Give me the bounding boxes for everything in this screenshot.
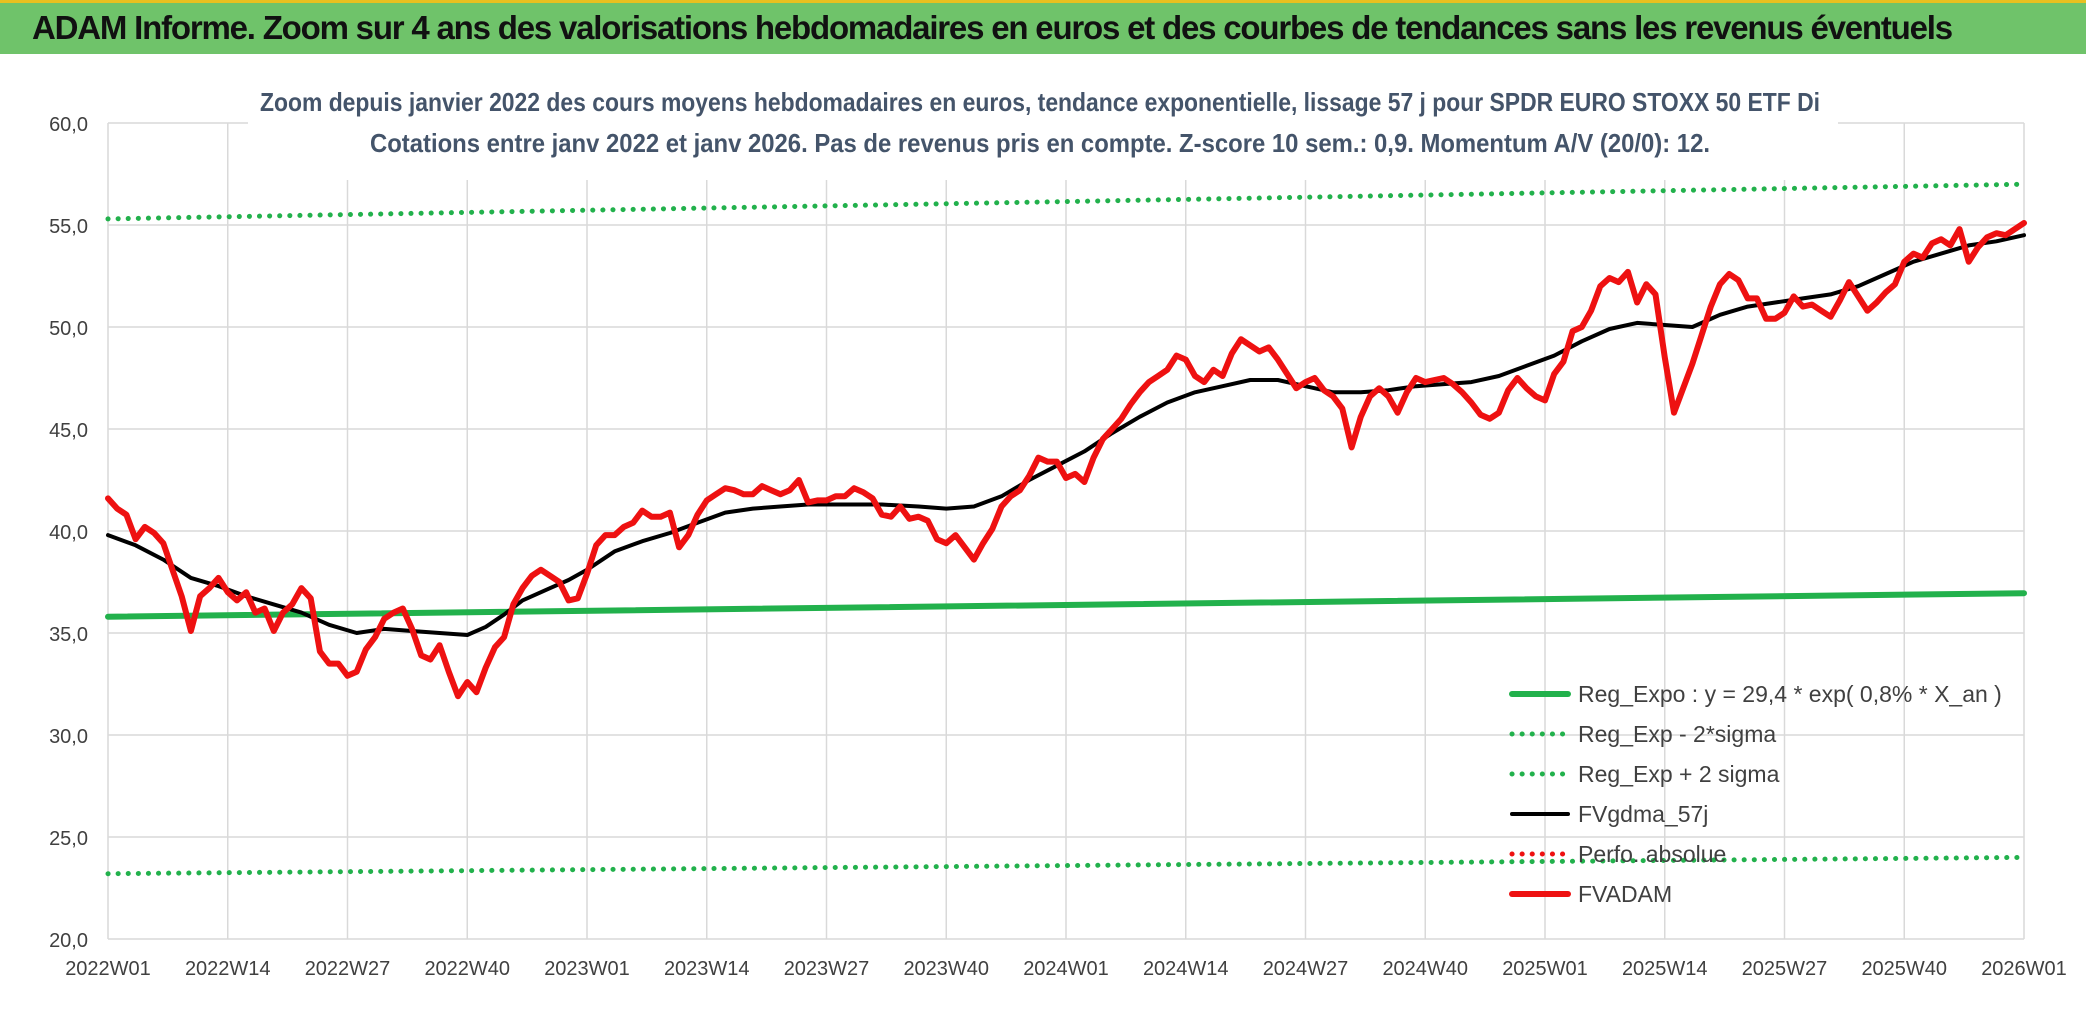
y-tick-label: 45,0: [49, 420, 88, 442]
y-tick-label: 50,0: [49, 318, 88, 340]
x-tick-label: 2022W27: [305, 958, 391, 980]
chart-legend: Reg_Expo : y = 29,4 * exp( 0,8% * X_an )…: [1509, 681, 2002, 907]
y-tick-label: 20,0: [49, 930, 88, 952]
y-tick-label: 55,0: [49, 216, 88, 238]
y-tick-label: 40,0: [49, 522, 88, 544]
x-axis-ticks: 2022W01 2022W14 2022W27 2022W40 2023W01 2023W…: [65, 958, 2067, 980]
series-1-line: [105, 854, 2027, 877]
banner-title: ADAM Informe. Zoom sur 4 ans des valoris…: [32, 9, 1953, 46]
legend-label: FVADAM: [1578, 881, 1672, 907]
chart-subtitle: Cotations entre janv 2022 et janv 2026. …: [370, 128, 1710, 158]
x-tick-label: 2025W14: [1622, 958, 1708, 980]
y-tick-label: 30,0: [49, 726, 88, 748]
x-tick-label: 2023W01: [544, 958, 630, 980]
title-backdrop: [248, 76, 1838, 180]
x-tick-label: 2024W40: [1382, 958, 1468, 980]
legend-label: FVgdma_57j: [1578, 801, 1708, 827]
y-tick-label: 25,0: [49, 828, 88, 850]
x-tick-label: 2025W27: [1742, 958, 1828, 980]
chart-background: [0, 54, 2086, 1031]
x-tick-label: 2026W01: [1981, 958, 2067, 980]
chart-title: Zoom depuis janvier 2022 des cours moyen…: [260, 87, 1820, 117]
report-banner: ADAM Informe. Zoom sur 4 ans des valoris…: [0, 0, 2086, 54]
x-tick-label: 2023W14: [664, 958, 750, 980]
legend-label: Perfo. absolue: [1578, 841, 1726, 867]
x-tick-label: 2024W27: [1263, 958, 1349, 980]
gridlines: [107, 122, 2025, 940]
series-5-line: [105, 220, 2027, 700]
chart-area: 20,0 25,0 30,0 35,0 40,0 45,0 50,0 55,0 60,0 202…: [0, 54, 2086, 1031]
series-2-line: [105, 181, 2027, 222]
legend-label: Reg_Exp + 2 sigma: [1578, 761, 1780, 787]
x-tick-label: 2022W40: [424, 958, 510, 980]
y-tick-label: 60,0: [49, 114, 88, 136]
x-tick-label: 2022W14: [185, 958, 271, 980]
x-tick-label: 2024W14: [1143, 958, 1229, 980]
legend-label: Reg_Exp - 2*sigma: [1578, 721, 1776, 747]
y-axis-ticks: 20,0 25,0 30,0 35,0 40,0 45,0 50,0 55,0 60,0: [49, 114, 88, 952]
y-tick-label: 35,0: [49, 624, 88, 646]
x-tick-label: 2025W40: [1861, 958, 1947, 980]
x-tick-label: 2023W40: [903, 958, 989, 980]
series-lines: [105, 181, 2027, 877]
series-0-line: [105, 590, 2027, 620]
x-tick-label: 2025W01: [1502, 958, 1588, 980]
x-tick-label: 2024W01: [1023, 958, 1109, 980]
x-tick-label: 2022W01: [65, 958, 151, 980]
legend-label: Reg_Expo : y = 29,4 * exp( 0,8% * X_an ): [1578, 681, 2002, 707]
x-tick-label: 2023W27: [784, 958, 870, 980]
line-chart: 20,0 25,0 30,0 35,0 40,0 45,0 50,0 55,0 60,0 202…: [0, 54, 2086, 1031]
